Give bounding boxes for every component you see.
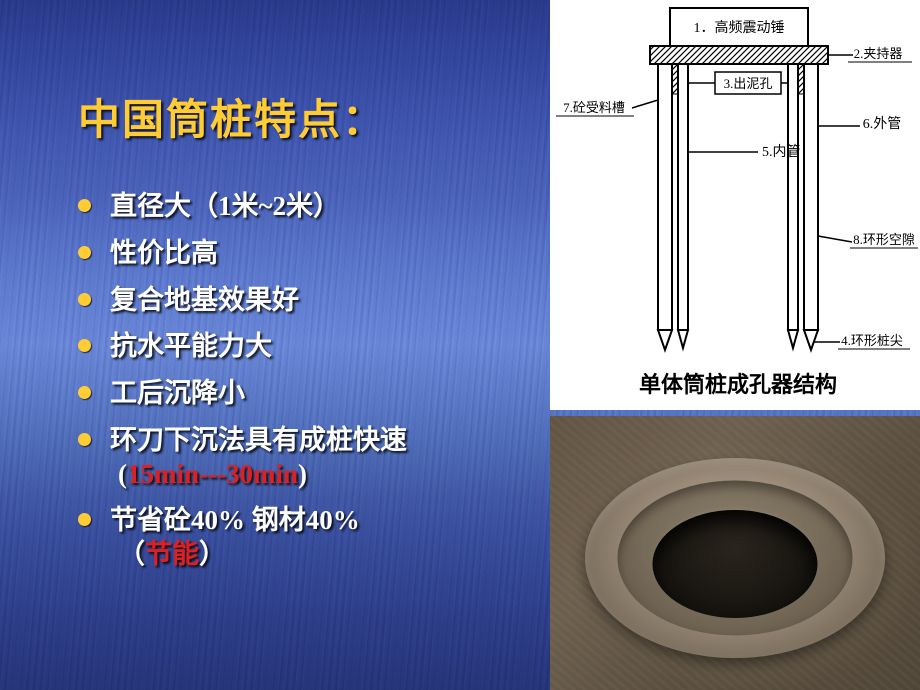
outer-tube-right	[804, 64, 818, 330]
pile-diagram-svg: 1．高频震动锤 3.出泥孔 2.夹持器	[550, 0, 920, 410]
diagram-label-5: 5.内管	[762, 144, 801, 160]
diagram-label-1: 1．高频震动锤	[694, 19, 785, 36]
sub-prefix: (	[118, 459, 127, 489]
bullet-text: 直径大（1米~2米）	[110, 191, 340, 221]
bullet-text: 节省砼40% 钢材40%	[110, 505, 360, 535]
annular-gap-right	[798, 64, 804, 94]
list-item: 工后沉降小	[78, 377, 508, 411]
diagram-label-7: 7.砼受料槽	[563, 100, 625, 115]
sub-prefix: （	[118, 539, 145, 569]
diagram-label-8: 8.环形空隙	[853, 232, 915, 247]
list-item: 性价比高	[78, 237, 508, 271]
diagram-label-2: 2.夹持器	[854, 46, 903, 61]
leader-7	[632, 100, 658, 108]
slide: 中国筒桩特点： 直径大（1米~2米） 性价比高 复合地基效果好 抗水平能力大 工…	[0, 0, 920, 690]
list-item: 环刀下沉法具有成桩快速 (15min---30min)	[78, 424, 508, 492]
outer-tube-left	[658, 64, 672, 330]
bullet-text: 复合地基效果好	[110, 285, 299, 315]
sub-highlight: 15min---30min	[127, 459, 298, 489]
inner-tube-right	[788, 64, 798, 330]
bullet-text: 工后沉降小	[110, 378, 245, 408]
ring-tip-right-outer	[804, 330, 818, 350]
sub-suffix: )	[298, 459, 307, 489]
bullet-text: 性价比高	[110, 238, 218, 268]
diagram-label-6: 6.外管	[863, 116, 902, 132]
diagram-panel: 1．高频震动锤 3.出泥孔 2.夹持器	[550, 0, 920, 410]
bullet-list: 直径大（1米~2米） 性价比高 复合地基效果好 抗水平能力大 工后沉降小 环刀下…	[78, 190, 508, 585]
bullet-subtext: (15min---30min)	[110, 458, 508, 492]
slide-title: 中国筒桩特点：	[78, 86, 386, 147]
diagram-label-4: 4.环形桩尖	[841, 333, 903, 348]
clamp-bar	[650, 46, 828, 64]
ring-tip-right-inner	[788, 330, 798, 348]
sub-highlight: 节能	[145, 539, 199, 569]
ring-tip-left-inner	[678, 330, 688, 348]
diagram-label-3: 3.出泥孔	[724, 76, 773, 91]
list-item: 复合地基效果好	[78, 284, 508, 318]
inner-tube-left	[678, 64, 688, 330]
leader-8	[818, 236, 852, 242]
ring-tip-left-outer	[658, 330, 672, 350]
photo-ring-inner	[653, 510, 818, 618]
photo-panel	[550, 416, 920, 690]
list-item: 抗水平能力大	[78, 330, 508, 364]
list-item: 节省砼40% 钢材40% （节能）	[78, 504, 508, 572]
list-item: 直径大（1米~2米）	[78, 190, 508, 224]
bullet-text: 环刀下沉法具有成桩快速	[110, 425, 407, 455]
annular-gap-left	[672, 64, 678, 94]
bullet-subtext: （节能）	[110, 538, 508, 572]
diagram-caption: 单体筒桩成孔器结构	[639, 372, 837, 397]
sub-suffix: ）	[199, 539, 226, 569]
bullet-text: 抗水平能力大	[110, 331, 272, 361]
